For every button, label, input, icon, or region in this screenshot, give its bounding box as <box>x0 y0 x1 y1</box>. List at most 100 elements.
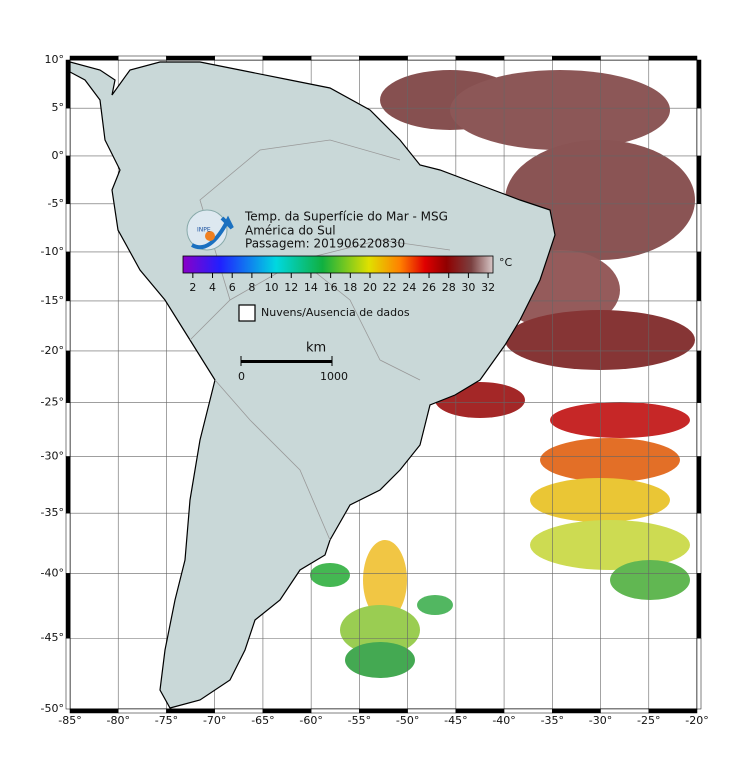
scale-label: 1000 <box>320 370 348 383</box>
colorbar-tick-label: 10 <box>265 281 279 294</box>
legend-swatch <box>238 304 256 322</box>
frame-segment <box>696 512 702 574</box>
x-tick-label: -25° <box>637 714 660 727</box>
frame-segment <box>648 708 698 714</box>
frame-segment <box>696 402 702 457</box>
x-tick-label: -55° <box>348 714 371 727</box>
frame-segment <box>455 708 505 714</box>
y-tick-label: -40° <box>41 566 64 579</box>
x-tick-label: -70° <box>203 714 226 727</box>
frame-segment <box>117 708 167 714</box>
frame-segment <box>696 203 702 253</box>
x-tick-label: -20° <box>685 714 708 727</box>
frame-segment <box>359 55 408 61</box>
map-area <box>70 60 697 709</box>
logo-sun <box>205 231 215 241</box>
frame-segment <box>648 55 698 61</box>
subtitle: América do Sul <box>245 224 336 238</box>
frame-segment <box>65 203 71 253</box>
colorbar-tick-label: 22 <box>383 281 397 294</box>
frame-segment <box>65 59 71 109</box>
frame-segment <box>65 251 71 302</box>
frame-segment <box>214 55 264 61</box>
x-tick-label: -85° <box>58 714 81 727</box>
pass-time: Passagem: 201906220830 <box>245 237 405 251</box>
frame-segment <box>310 55 360 61</box>
frame-segment <box>262 708 312 714</box>
frame-segment <box>696 456 702 514</box>
scale-line <box>241 360 332 363</box>
frame-segment <box>600 708 650 714</box>
colorbar-tick-label: 30 <box>461 281 475 294</box>
colorbar-tick-label: 28 <box>442 281 456 294</box>
frame-segment <box>696 300 702 352</box>
colorbar-tick-label: 16 <box>324 281 338 294</box>
x-tick-label: -60° <box>299 714 322 727</box>
frame-segment <box>696 251 702 302</box>
frame-segment <box>696 637 702 710</box>
colorbar-tick-label: 26 <box>422 281 436 294</box>
colorbar-tick-label: 14 <box>304 281 318 294</box>
x-tick-label: -35° <box>541 714 564 727</box>
frame-segment <box>65 107 71 157</box>
colorbar-tick-label: 12 <box>284 281 298 294</box>
frame-segment <box>166 708 215 714</box>
colorbar-tick-label: 32 <box>481 281 495 294</box>
y-tick-label: -35° <box>41 506 64 519</box>
x-tick-label: -40° <box>492 714 515 727</box>
frame-segment <box>503 55 553 61</box>
y-tick-label: -5° <box>48 197 64 210</box>
frame-segment <box>696 59 702 109</box>
y-tick-label: -25° <box>41 396 64 409</box>
frame-segment <box>696 573 702 639</box>
frame-segment <box>696 107 702 157</box>
frame-segment <box>65 573 71 639</box>
legend-label: Nuvens/Ausencia de dados <box>261 306 410 319</box>
y-tick-label: -30° <box>41 450 64 463</box>
scale-label: 0 <box>238 370 245 383</box>
frame-segment <box>407 55 457 61</box>
frame-segment <box>69 708 119 714</box>
colorbar-tick-label: 6 <box>229 281 236 294</box>
axis-labels: -85° -80° -75° -70° -65° -60° -55° -50° -45° -40°… <box>41 53 709 727</box>
title-block: INPE Temp. da Superfície do Mar - MSG Am… <box>186 209 448 251</box>
frame-segment <box>65 637 71 710</box>
frame-segment <box>117 55 167 61</box>
logo-text: INPE <box>197 227 211 234</box>
scale-unit: km <box>306 341 326 356</box>
frame-segment <box>262 55 312 61</box>
frame-segment <box>696 350 702 403</box>
frame-segment <box>65 300 71 352</box>
frame-segment <box>214 708 264 714</box>
frame-segment <box>552 708 601 714</box>
x-tick-label: -45° <box>444 714 467 727</box>
y-tick-label: 0° <box>52 149 65 162</box>
colorbar-gradient <box>182 255 494 274</box>
frame-segment <box>69 55 119 61</box>
colorbar-tick-label: 2 <box>189 281 196 294</box>
frame-segment <box>503 708 553 714</box>
colorbar-tick-label: 18 <box>343 281 357 294</box>
title: Temp. da Superfície do Mar - MSG <box>244 210 448 224</box>
frame-segment <box>310 708 360 714</box>
x-tick-label: -65° <box>251 714 274 727</box>
frame-border <box>65 55 702 714</box>
x-tick-label: -30° <box>589 714 612 727</box>
scale-bar: km 0 1000 <box>238 341 348 384</box>
y-tick-label: -50° <box>41 702 64 715</box>
colorbar-tick-label: 8 <box>248 281 255 294</box>
y-tick-label: 10° <box>45 53 65 66</box>
frame-segment <box>600 55 650 61</box>
x-tick-label: -75° <box>155 714 178 727</box>
frame-segment <box>455 55 505 61</box>
frame-segment <box>65 456 71 514</box>
y-tick-label: -10° <box>41 245 64 258</box>
colorbar-unit: °C <box>499 256 513 269</box>
y-tick-label: -20° <box>41 344 64 357</box>
frame-segment <box>65 155 71 205</box>
y-tick-label: -45° <box>41 631 64 644</box>
frame-segment <box>166 55 215 61</box>
frame-segment <box>407 708 457 714</box>
frame-segment <box>359 708 408 714</box>
